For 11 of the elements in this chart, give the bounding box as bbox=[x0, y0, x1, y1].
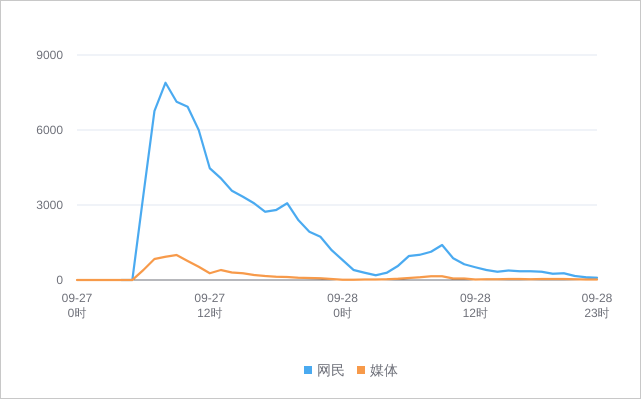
y-tick-label: 0 bbox=[56, 273, 64, 287]
x-tick-label: 09-28 12时 bbox=[460, 291, 491, 320]
x-tick-label: 09-28 0时 bbox=[327, 291, 358, 320]
legend-label: 网民 bbox=[317, 362, 345, 378]
x-tick-label: 09-28 23时 bbox=[582, 291, 613, 320]
y-tick-label: 3000 bbox=[36, 198, 64, 212]
y-tick-label: 6000 bbox=[36, 123, 64, 137]
x-tick-label: 09-27 0时 bbox=[62, 291, 93, 320]
x-tick-label: 09-27 12时 bbox=[194, 291, 226, 320]
y-tick-label: 9000 bbox=[36, 48, 64, 62]
legend-label: 媒体 bbox=[370, 362, 398, 378]
